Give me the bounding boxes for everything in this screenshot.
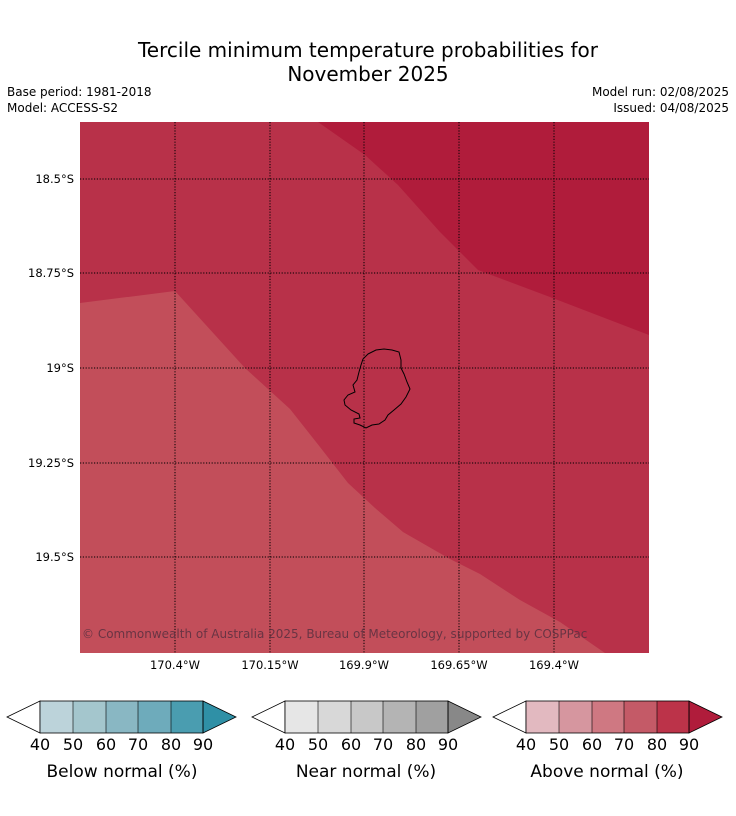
cbar-above-tick: 60 [581,735,603,754]
cbar-near-tick: 80 [405,735,427,754]
copyright-notice: © Commonwealth of Australia 2025, Bureau… [82,627,588,641]
meta-left: Base period: 1981-2018 Model: ACCESS-S2 [7,84,152,116]
cbar-above-tick: 50 [548,735,570,754]
cbar-below-tick: 70 [127,735,149,754]
cbar-below-tick: 50 [62,735,84,754]
map-title-line2: November 2025 [287,62,449,86]
cbar-near-tick: 70 [372,735,394,754]
cbar-above-60-70 [592,701,624,733]
model-text: Model: ACCESS-S2 [7,101,119,115]
cbar-below-70-80 [138,701,171,733]
island-coastline [343,348,411,429]
cbar-below-60-70 [106,701,138,733]
colorbar-below-normal [6,700,237,734]
issued-text: Issued: 04/08/2025 [613,101,729,115]
cbar-above-tick: 80 [646,735,668,754]
cbar-near-60-70 [351,701,383,733]
cbar-above-tick: 40 [515,735,537,754]
colorbar-below-title: Below normal (%) [46,762,198,782]
lon-label-169-9: 169.9°W [338,658,390,672]
cbar-near-tick: 90 [437,735,459,754]
cbar-above-70-80 [624,701,657,733]
cbar-above-over-arrow [688,700,723,734]
probability-map[interactable]: © Commonwealth of Australia 2025, Bureau… [80,122,649,653]
cbar-near-50-60 [318,701,351,733]
cbar-near-tick: 60 [340,735,362,754]
cbar-above-80-90 [657,701,689,733]
model-run-text: Model run: 02/08/2025 [591,85,729,99]
colorbar-above-title: Above normal (%) [530,762,684,782]
cbar-below-tick: 90 [192,735,214,754]
cbar-near-tick: 50 [307,735,329,754]
region-above-90 [318,122,649,335]
colorbar-near-title: Near normal (%) [295,762,437,782]
lat-label-19-25: 19.25°S [28,456,74,470]
lat-label-19: 19°S [46,361,74,375]
lat-label-18-5: 18.5°S [35,172,74,186]
map-title-line1: Tercile minimum temperature probabilitie… [137,38,599,62]
cbar-below-40-50 [40,701,73,733]
cbar-below-tick: 80 [160,735,182,754]
cbar-near-80-90 [416,701,448,733]
graticule [80,122,649,653]
lon-label-169-65: 169.65°W [430,658,488,672]
cbar-above-tick: 90 [678,735,700,754]
lat-label-19-5: 19.5°S [35,550,74,564]
meta-right: Model run: 02/08/2025 Issued: 04/08/2025 [592,84,729,116]
map-title: Tercile minimum temperature probabilitie… [0,38,736,86]
cbar-near-70-80 [383,701,416,733]
cbar-below-50-60 [73,701,106,733]
region-above-70-80 [80,291,605,653]
cbar-below-tick: 60 [95,735,117,754]
cbar-above-under-arrow [492,700,527,734]
map-canvas [80,122,649,653]
colorbar-near-normal [251,700,482,734]
cbar-above-50-60 [559,701,592,733]
cbar-below-80-90 [171,701,203,733]
cbar-below-over-arrow [202,700,237,734]
colorbar-above-normal [492,700,723,734]
base-period-text: Base period: 1981-2018 [7,85,152,99]
cbar-near-under-arrow [251,700,286,734]
cbar-above-40-50 [526,701,559,733]
lon-label-170-15: 170.15°W [241,658,299,672]
cbar-below-under-arrow [6,700,41,734]
cbar-below-tick: 40 [29,735,51,754]
lat-label-18-75: 18.75°S [28,266,74,280]
cbar-above-tick: 70 [613,735,635,754]
cbar-near-over-arrow [447,700,482,734]
cbar-near-40-50 [285,701,318,733]
cbar-near-tick: 40 [274,735,296,754]
lon-label-170-4: 170.4°W [149,658,201,672]
lon-label-169-4: 169.4°W [528,658,580,672]
